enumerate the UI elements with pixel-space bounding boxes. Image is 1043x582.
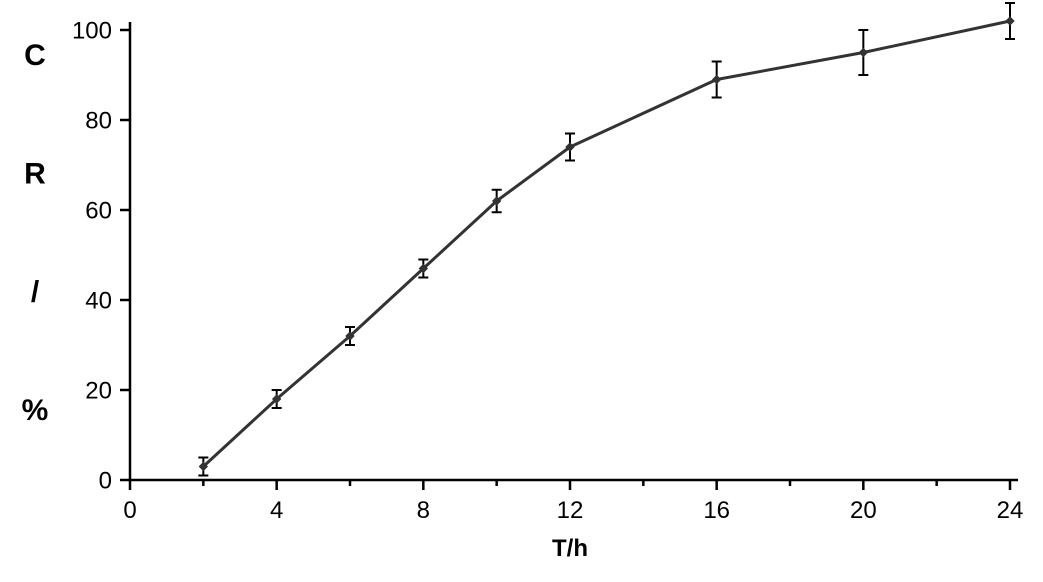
- y-tick-label: 0: [99, 467, 112, 494]
- x-tick-label: 20: [850, 497, 877, 524]
- y-axis-label-char: C: [24, 39, 46, 72]
- x-tick-label: 4: [270, 497, 283, 524]
- y-axis-label-char: %: [22, 394, 49, 427]
- x-axis-label: T/h: [552, 535, 588, 562]
- y-tick-label: 60: [85, 197, 112, 224]
- chart-container: 0 4 8 12 16 20 24 0 20 40 60 80 100 T/h C R /%: [0, 0, 1043, 582]
- x-tick-label: 8: [417, 497, 430, 524]
- y-tick-label: 100: [72, 17, 112, 44]
- y-axis-label-char: /: [31, 276, 40, 309]
- line-chart: 0 4 8 12 16 20 24 0 20 40 60 80 100 T/h C R /%: [0, 0, 1043, 582]
- y-tick-label: 80: [85, 107, 112, 134]
- x-tick-label: 0: [123, 497, 136, 524]
- x-tick-label: 12: [557, 497, 584, 524]
- y-tick-label: 40: [85, 287, 112, 314]
- x-tick-label: 16: [703, 497, 730, 524]
- y-axis-label-char: R: [24, 157, 46, 190]
- y-tick-label: 20: [85, 377, 112, 404]
- x-tick-label: 24: [997, 497, 1024, 524]
